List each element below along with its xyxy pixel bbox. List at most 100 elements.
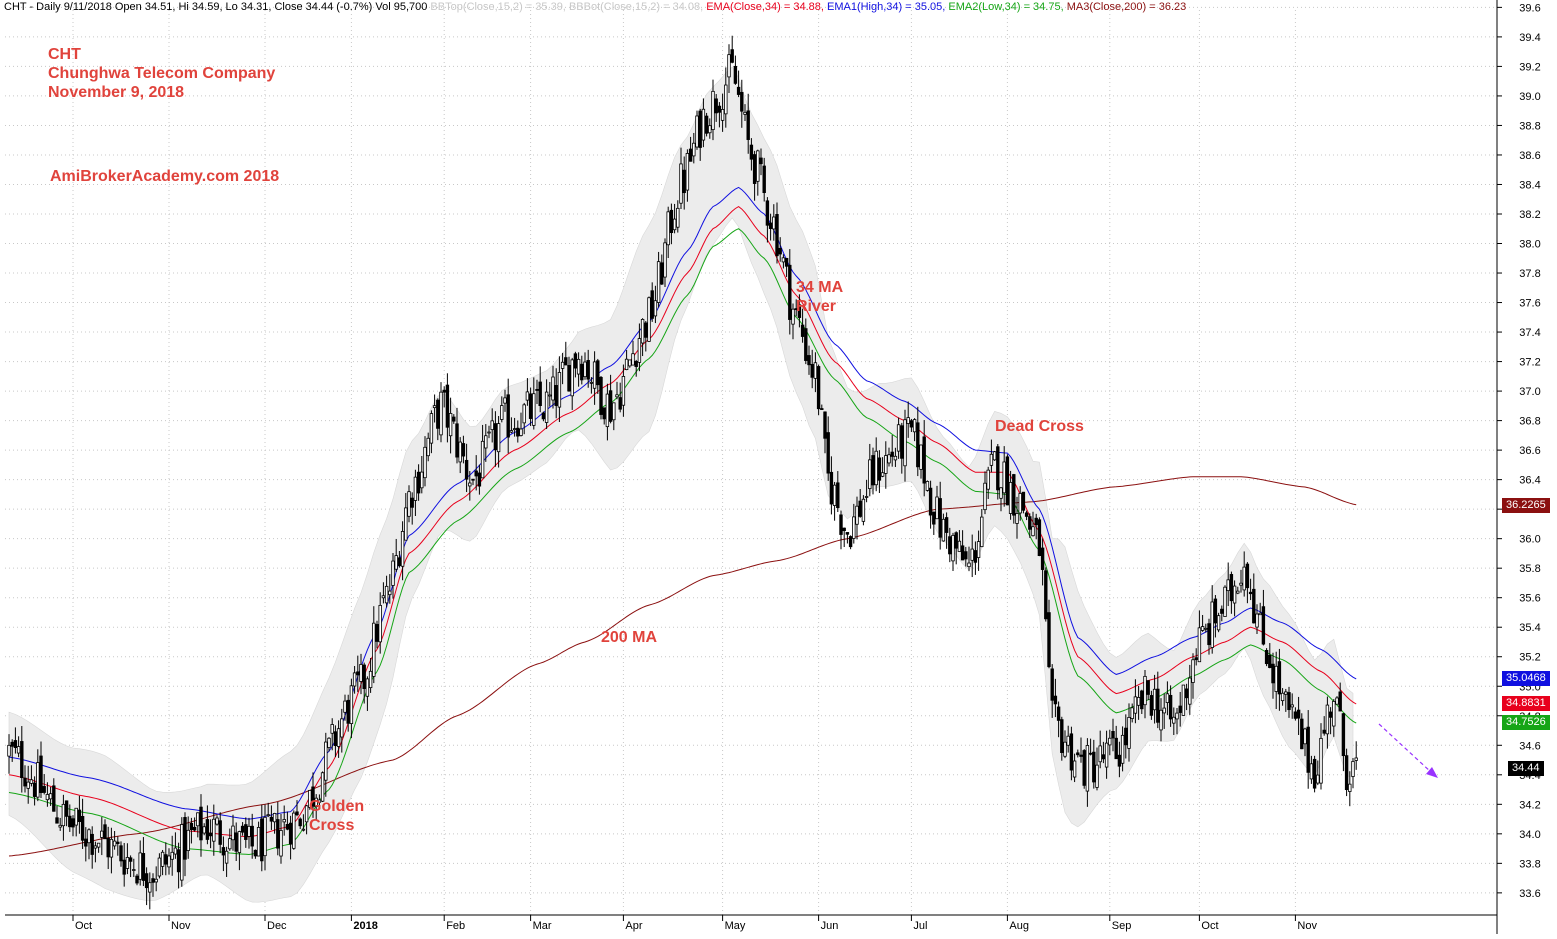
candle-body — [480, 440, 485, 479]
candle-body — [660, 262, 664, 285]
candle-body — [516, 427, 520, 437]
candle-body — [183, 817, 187, 860]
candle-body — [653, 300, 658, 317]
y-tick-label: 37.4 — [1519, 327, 1540, 339]
candle-body — [800, 324, 805, 337]
candle-body — [1325, 704, 1330, 735]
candle-body — [279, 830, 283, 857]
candle-body — [420, 471, 424, 489]
candle-body — [1284, 691, 1288, 695]
candle-body — [496, 423, 501, 453]
ema-low-value-tag: 34.7526 — [1502, 715, 1550, 730]
candle-body — [1079, 754, 1083, 757]
candle-body — [1220, 608, 1224, 614]
candle-body — [292, 812, 296, 849]
candle-body — [740, 91, 744, 112]
y-tick-label: 38.8 — [1519, 120, 1540, 132]
candle-body — [397, 557, 402, 567]
candle-body — [372, 622, 376, 677]
candle-body — [695, 115, 699, 148]
candle-body — [93, 845, 98, 849]
candle-body — [1047, 612, 1051, 668]
y-tick-label: 35.2 — [1519, 652, 1540, 664]
candle-body — [55, 817, 59, 824]
candle-body — [624, 358, 629, 371]
candle-body — [29, 779, 34, 784]
y-tick-label: 34.0 — [1519, 829, 1540, 841]
candle-body — [160, 851, 165, 867]
candle-body — [580, 363, 584, 381]
ema-high-line — [8, 186, 1357, 820]
candle-body — [890, 451, 894, 457]
candle-body — [1053, 695, 1058, 705]
candle-body — [423, 446, 427, 479]
candle-body — [954, 532, 958, 549]
candle-body — [666, 211, 670, 246]
candle-body — [941, 518, 946, 542]
candle-body — [333, 731, 338, 747]
candle-body — [410, 497, 414, 508]
candle-body — [1226, 579, 1230, 592]
x-tick-label: Nov — [1297, 920, 1317, 932]
candle-body — [637, 338, 642, 363]
moving-average-lines — [8, 186, 1357, 857]
candle-body — [1159, 709, 1163, 731]
x-tick-label: Nov — [171, 920, 191, 932]
candle-body — [1245, 563, 1250, 589]
candle-body — [1204, 627, 1208, 630]
candle-body — [948, 536, 952, 555]
y-tick-label: 37.6 — [1519, 298, 1540, 310]
candle-body — [1162, 707, 1166, 714]
candle-body — [733, 65, 738, 84]
river-label: 34 MA River — [796, 279, 844, 315]
candlesticks — [7, 35, 1358, 910]
candle-body — [317, 799, 322, 803]
candle-body — [212, 818, 216, 842]
candle-body — [583, 361, 587, 378]
candle-body — [692, 142, 696, 157]
candle-body — [711, 90, 715, 131]
ma200-label: 200 MA — [601, 629, 658, 646]
candle-body — [900, 425, 904, 459]
x-tick-label: Dec — [267, 920, 287, 932]
candle-body — [656, 261, 661, 303]
candle-body — [429, 413, 434, 444]
candle-body — [119, 845, 123, 862]
candle-body — [1296, 709, 1301, 719]
candle-body — [1111, 730, 1115, 739]
date-axis: Oct Nov Dec 2018 Feb Mar Apr May Jun Jul Aug Sep Oct… — [5, 914, 1497, 932]
candle-body — [1082, 750, 1086, 786]
candle-body — [682, 169, 686, 194]
candle-body — [602, 407, 606, 420]
candle-body — [1002, 461, 1006, 494]
candle-body — [1175, 712, 1179, 720]
candle-body — [532, 393, 536, 426]
candle-body — [1104, 742, 1109, 768]
candle-body — [1239, 582, 1243, 586]
candle-body — [1322, 729, 1326, 734]
candle-body — [525, 391, 530, 401]
candle-body — [320, 772, 325, 802]
candle-body — [413, 476, 418, 501]
candle-body — [381, 595, 386, 599]
y-tick-label: 36.4 — [1519, 475, 1540, 487]
candle-body — [90, 833, 94, 855]
candle-body — [452, 416, 456, 422]
candle-body — [224, 850, 229, 864]
candle-body — [148, 882, 152, 893]
candle-body — [1069, 733, 1074, 771]
candle-body — [407, 491, 411, 517]
candle-body — [1095, 764, 1099, 788]
candle-body — [311, 786, 315, 807]
candle-body — [1184, 688, 1189, 699]
candle-body — [1229, 574, 1234, 602]
header-ma3: MA3(Close,200) = 36.23 — [1066, 1, 1187, 13]
candle-body — [618, 397, 622, 410]
candle-body — [698, 110, 702, 148]
trend-arrow-line — [1378, 723, 1433, 774]
candle-body — [189, 822, 194, 830]
y-tick-label: 35.6 — [1519, 593, 1540, 605]
y-tick-label: 36.0 — [1519, 534, 1540, 546]
candle-body — [500, 405, 504, 420]
ema-low-line — [8, 228, 1357, 856]
